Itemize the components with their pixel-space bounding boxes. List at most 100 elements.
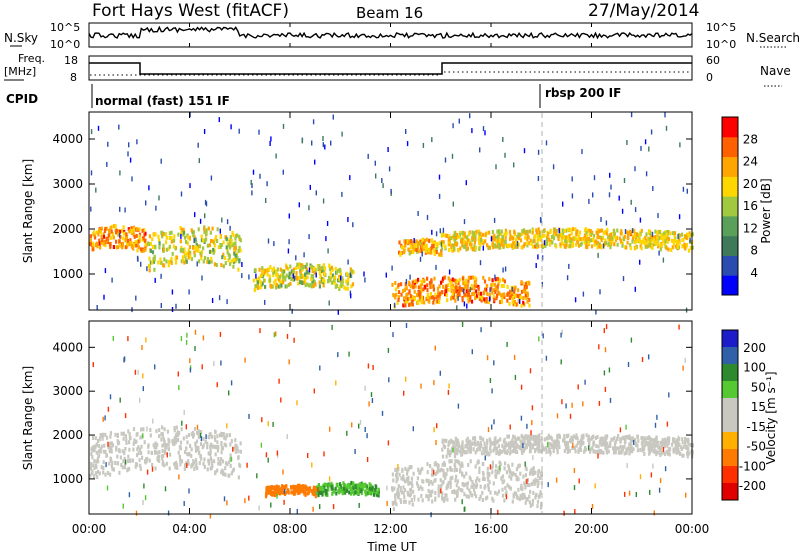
heatmap-cell-1-1: [287, 488, 290, 493]
heatmap-noise-0: [251, 190, 253, 196]
heatmap-noise-1: [216, 382, 218, 388]
colorbar-tick-label: -50: [746, 440, 766, 454]
heatmap-cell-0-0: [128, 242, 131, 247]
heatmap-cell-0-1: [182, 258, 185, 263]
heatmap-cell-0-5: [420, 295, 423, 300]
heatmap-cell-0-1: [226, 250, 229, 255]
heatmap-cell-1-0: [104, 432, 107, 437]
heatmap-cell-1-3: [537, 441, 540, 446]
heatmap-cell-0-4: [517, 236, 520, 241]
heatmap-cell-1-2: [338, 482, 342, 487]
heatmap-cell-0-0: [104, 240, 107, 245]
heatmap-cell-1-3: [531, 443, 534, 448]
heatmap-noise-0: [390, 188, 392, 194]
heatmap-cell-0-5: [467, 275, 470, 280]
heatmap-cell-1-0: [199, 442, 203, 447]
heatmap-cell-0-2: [285, 284, 288, 289]
heatmap-cell-1-3: [563, 436, 566, 441]
heatmap-cell-1-3: [514, 440, 518, 445]
heatmap-cell-1-3: [441, 438, 444, 443]
heatmap-cell-0-4: [577, 234, 581, 239]
heatmap-noise-0: [652, 186, 654, 191]
heatmap-cell-1-0: [231, 468, 234, 473]
heatmap-cell-0-4: [456, 233, 459, 237]
heatmap-cell-1-3: [635, 442, 638, 447]
heatmap-cell-0-0: [95, 241, 98, 246]
heatmap-cell-0-4: [574, 227, 577, 232]
velocity-panel-frame: [88, 320, 693, 515]
heatmap-cell-1-4: [505, 470, 508, 475]
heatmap-cell-0-4: [654, 240, 657, 245]
heatmap-cell-1-3: [457, 447, 460, 452]
heatmap-cell-1-4: [411, 483, 414, 488]
heatmap-cell-0-1: [153, 257, 156, 262]
heatmap-noise-1: [107, 406, 110, 412]
heatmap-cell-0-4: [569, 237, 572, 242]
heatmap-cell-1-0: [179, 445, 182, 449]
heatmap-cell-0-4: [448, 234, 451, 239]
heatmap-cell-0-2: [318, 271, 321, 275]
date-title: 27/May/2014: [588, 1, 700, 21]
heatmap-cell-1-4: [419, 470, 422, 475]
heatmap-cell-1-0: [137, 451, 140, 456]
heatmap-cell-0-5: [478, 296, 481, 301]
heatmap-noise-1: [122, 503, 124, 509]
heatmap-cell-1-4: [492, 498, 495, 503]
heatmap-noise-1: [652, 463, 654, 469]
heatmap-cell-1-3: [643, 451, 646, 456]
heatmap-cell-0-4: [577, 243, 581, 248]
heatmap-cell-1-0: [110, 441, 113, 446]
heatmap-cell-1-3: [563, 449, 566, 453]
heatmap-noise-0: [482, 126, 485, 132]
heatmap-cell-1-3: [686, 454, 689, 459]
heatmap-cell-1-0: [179, 440, 183, 445]
nsearch-label: N.Search: [746, 31, 800, 45]
heatmap-cell-1-3: [547, 449, 551, 454]
heatmap-noise-0: [124, 207, 126, 213]
heatmap-noise-0: [287, 248, 290, 254]
heatmap-cell-1-4: [431, 470, 434, 475]
heatmap-cell-0-5: [454, 280, 457, 285]
heatmap-cell-1-3: [452, 444, 455, 449]
heatmap-cell-0-1: [151, 237, 154, 242]
heatmap-cell-1-4: [402, 485, 405, 490]
heatmap-cell-0-0: [137, 245, 140, 250]
heatmap-cell-1-0: [92, 463, 95, 468]
heatmap-noise-0: [422, 142, 425, 148]
heatmap-cell-0-5: [435, 295, 438, 299]
heatmap-cell-1-3: [495, 451, 498, 456]
heatmap-cell-0-4: [634, 240, 637, 245]
heatmap-cell-0-4: [484, 232, 487, 237]
heatmap-cell-1-4: [458, 469, 462, 474]
heatmap-cell-0-5: [526, 281, 529, 286]
heatmap-noise-0: [273, 241, 275, 247]
heatmap-cell-1-0: [119, 455, 122, 460]
heatmap-cell-0-2: [276, 276, 279, 281]
heatmap-cell-1-0: [213, 459, 216, 464]
heatmap-cell-1-4: [540, 472, 543, 477]
heatmap-cell-0-2: [314, 282, 317, 287]
heatmap-cell-1-0: [100, 444, 103, 449]
heatmap-cell-0-4: [664, 234, 667, 239]
heatmap-cell-0-2: [276, 267, 279, 272]
heatmap-cell-0-5: [450, 296, 453, 301]
heatmap-cell-0-5: [461, 298, 464, 303]
heatmap-cell-1-2: [318, 490, 321, 495]
heatmap-noise-1: [286, 434, 288, 440]
heatmap-cell-0-2: [297, 265, 300, 269]
heatmap-cell-1-3: [455, 448, 458, 453]
heatmap-noise-0: [337, 309, 339, 315]
heatmap-cell-1-3: [579, 440, 582, 445]
heatmap-cell-1-4: [446, 484, 449, 489]
heatmap-cell-1-3: [634, 438, 637, 442]
heatmap-cell-0-4: [623, 237, 626, 242]
heatmap-cell-1-0: [155, 445, 158, 450]
heatmap-cell-1-4: [461, 461, 464, 466]
heatmap-cell-1-4: [455, 474, 458, 479]
heatmap-cell-1-0: [128, 432, 131, 437]
heatmap-cell-1-4: [492, 481, 495, 486]
heatmap-noise-0: [322, 136, 324, 141]
heatmap-cell-1-3: [581, 435, 584, 440]
heatmap-cell-0-4: [650, 235, 653, 240]
heatmap-cell-1-3: [570, 435, 573, 440]
